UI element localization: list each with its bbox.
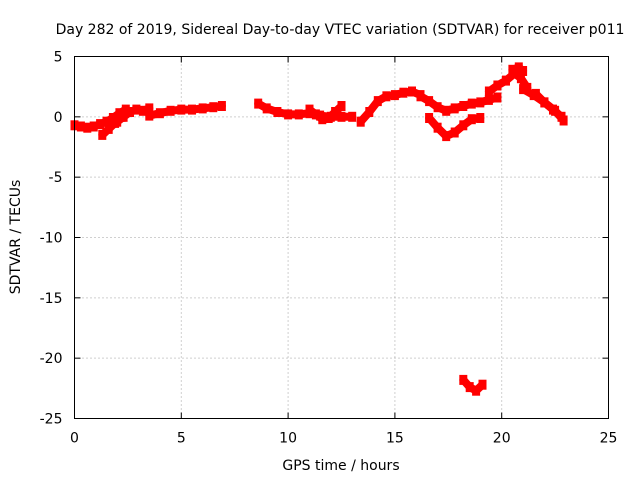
data-point	[390, 90, 399, 101]
data-point	[465, 382, 474, 393]
data-point	[76, 121, 85, 132]
data-point	[284, 109, 293, 120]
data-point	[484, 86, 493, 97]
data-point	[365, 107, 374, 117]
data-point	[273, 107, 282, 117]
data-point	[318, 114, 327, 125]
data-point	[198, 103, 207, 114]
data-point	[459, 120, 468, 131]
data-point	[188, 104, 196, 115]
data-point	[467, 98, 476, 109]
data-point	[311, 109, 320, 120]
data-point	[493, 80, 502, 91]
data-point	[373, 96, 382, 107]
data-point	[508, 64, 517, 75]
tick-layer: 0 5 10 15 20 25 5 0 -5 -10 -15 -20 -25	[40, 50, 618, 447]
data-point	[399, 87, 408, 98]
data-point	[145, 103, 154, 114]
data-point	[305, 104, 314, 115]
data-point	[502, 75, 510, 86]
data-point	[138, 105, 147, 116]
data-point	[337, 101, 346, 111]
data-point	[467, 114, 476, 125]
data-point	[557, 111, 566, 122]
x-tick-label: 20	[493, 431, 511, 447]
y-tick-label: 0	[54, 110, 63, 126]
data-point	[324, 113, 333, 123]
data-point	[119, 111, 128, 122]
data-point	[262, 103, 271, 114]
data-point	[442, 131, 451, 142]
data-point	[416, 91, 425, 102]
y-tick-label: -15	[40, 291, 63, 307]
data-point	[484, 94, 493, 105]
data-point	[132, 104, 141, 115]
data-point	[348, 111, 357, 122]
data-point	[177, 104, 186, 115]
data-point	[425, 96, 434, 107]
y-tick-label: -5	[49, 170, 63, 186]
y-tick-label: -20	[40, 351, 63, 367]
grid-layer	[74, 56, 609, 419]
data-series-seg13	[531, 89, 566, 121]
x-tick-label: 5	[177, 431, 186, 447]
data-point	[519, 84, 528, 95]
y-tick-label: 5	[54, 50, 63, 66]
data-point	[155, 108, 164, 119]
y-tick-label: -10	[40, 231, 63, 247]
x-tick-label: 25	[600, 431, 618, 447]
data-point	[254, 98, 263, 109]
data-point	[217, 101, 226, 111]
data-point	[209, 102, 218, 113]
data-point	[113, 116, 122, 127]
data-point	[472, 385, 481, 396]
data-point	[89, 121, 98, 132]
data-point	[98, 129, 107, 140]
data-point	[356, 116, 365, 127]
x-tick-label: 0	[70, 431, 79, 447]
data-point	[476, 113, 485, 123]
data-point	[408, 86, 416, 97]
data-point	[104, 123, 113, 134]
data-point	[382, 91, 391, 102]
data-point	[531, 88, 540, 99]
y-tick-label: -25	[40, 412, 63, 428]
data-point	[102, 116, 111, 127]
data-point	[145, 110, 154, 121]
data-point	[516, 73, 525, 84]
data-point	[478, 379, 487, 390]
data-point	[459, 374, 468, 385]
data-point	[519, 66, 528, 76]
data-point	[514, 62, 523, 73]
data-point	[442, 105, 451, 116]
data-point	[450, 127, 459, 138]
data-point	[166, 105, 175, 116]
data-point	[294, 109, 303, 120]
y-axis-label: SDTVAR / TECUs	[8, 180, 24, 295]
data-point	[540, 97, 549, 108]
data-point	[425, 113, 434, 123]
data-point	[96, 119, 105, 130]
data-series-seg8	[416, 92, 502, 115]
chart-title: Day 282 of 2019, Sidereal Day-to-day VTE…	[56, 22, 625, 38]
data-layer	[70, 62, 568, 396]
data-point	[476, 97, 485, 108]
data-point	[83, 122, 92, 133]
x-axis-label: GPS time / hours	[282, 458, 399, 474]
data-point	[493, 92, 502, 103]
data-point	[337, 111, 346, 122]
x-tick-label: 10	[279, 431, 297, 447]
data-point	[126, 107, 134, 117]
data-point	[450, 103, 459, 114]
data-point	[433, 102, 442, 113]
data-point	[331, 107, 340, 117]
data-point	[459, 101, 468, 111]
data-point	[433, 122, 442, 133]
data-point	[549, 104, 557, 115]
x-tick-label: 15	[386, 431, 404, 447]
